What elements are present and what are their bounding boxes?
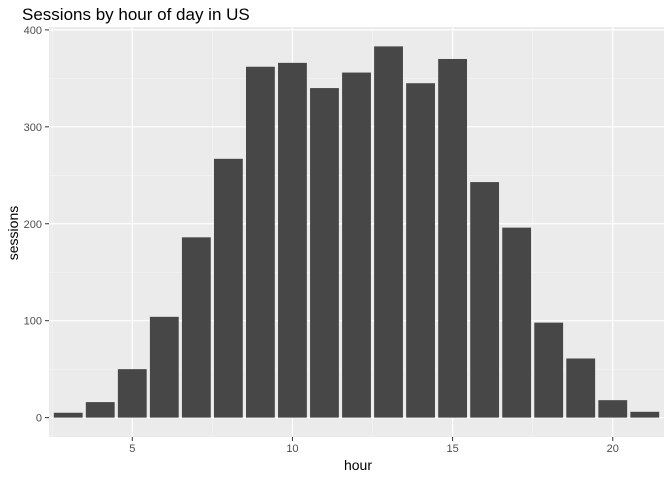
bar-hour-12 (342, 72, 371, 418)
bar-hour-15 (438, 58, 468, 418)
x-tick-label: 15 (446, 443, 458, 455)
bar-hour-7 (181, 237, 211, 418)
x-tick-label: 20 (607, 443, 619, 455)
bars (53, 46, 660, 418)
bar-hour-11 (310, 88, 339, 418)
bar-hour-13 (374, 46, 403, 418)
bar-hour-4 (85, 402, 115, 418)
bar-hour-3 (53, 412, 83, 418)
bar-hour-16 (470, 182, 500, 418)
bar-hour-20 (598, 400, 628, 418)
bar-hour-18 (534, 322, 564, 418)
bar-hour-6 (149, 316, 179, 418)
y-tick-label: 0 (36, 413, 42, 425)
y-tick-label: 400 (24, 25, 42, 37)
y-tick-label: 100 (24, 316, 42, 328)
bar-hour-17 (502, 227, 532, 418)
bar-hour-21 (630, 411, 660, 418)
bar-hour-5 (117, 369, 147, 418)
x-tick-label: 5 (129, 443, 135, 455)
y-tick-label: 200 (24, 219, 42, 231)
x-axis-title: hour (344, 457, 372, 473)
chart-title: Sessions by hour of day in US (22, 5, 250, 24)
y-axis-title: sessions (5, 206, 21, 260)
bar-hour-9 (245, 66, 275, 418)
y-tick-label: 300 (24, 122, 42, 134)
bar-hour-14 (406, 83, 435, 418)
bar-hour-19 (566, 358, 596, 418)
x-tick-label: 10 (286, 443, 298, 455)
bar-hour-8 (213, 158, 243, 418)
bar-hour-10 (278, 62, 307, 418)
